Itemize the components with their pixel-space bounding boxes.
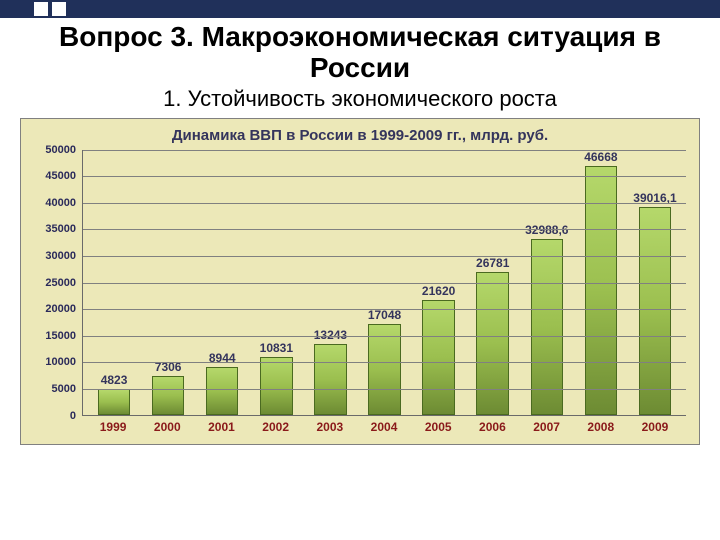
x-tick-label: 2008 <box>574 416 628 440</box>
y-tick-label: 45000 <box>45 170 76 182</box>
chart-container: Динамика ВВП в России в 1999-2009 гг., м… <box>20 118 700 445</box>
y-tick-label: 10000 <box>45 356 76 368</box>
grid-line <box>83 256 686 257</box>
grid-line <box>83 176 686 177</box>
chart-title: Динамика ВВП в России в 1999-2009 гг., м… <box>29 127 691 144</box>
slide-main-title: Вопрос 3. Макроэкономическая ситуация в … <box>10 22 710 84</box>
bar-value-label: 46668 <box>584 150 617 164</box>
y-tick-label: 15000 <box>45 330 76 342</box>
x-tick-label: 2007 <box>520 416 574 440</box>
y-tick-label: 50000 <box>45 144 76 156</box>
y-tick-label: 25000 <box>45 277 76 289</box>
y-tick-label: 20000 <box>45 303 76 315</box>
grid-line <box>83 309 686 310</box>
x-tick-label: 2005 <box>411 416 465 440</box>
y-axis: 0500010000150002000025000300003500040000… <box>30 150 80 416</box>
bar <box>206 367 238 415</box>
grid-line <box>83 150 686 151</box>
slide-sub-title: 1. Устойчивость экономического роста <box>0 86 720 112</box>
x-tick-label: 2000 <box>140 416 194 440</box>
x-tick-label: 2006 <box>465 416 519 440</box>
y-tick-label: 40000 <box>45 197 76 209</box>
bar <box>422 300 454 415</box>
bar <box>314 344 346 414</box>
y-tick-label: 0 <box>70 410 76 422</box>
y-tick-label: 35000 <box>45 223 76 235</box>
x-tick-label: 1999 <box>86 416 140 440</box>
bar <box>98 389 130 415</box>
x-axis: 1999200020012002200320042005200620072008… <box>82 416 686 440</box>
x-tick-label: 2003 <box>303 416 357 440</box>
bar-value-label: 4823 <box>101 373 128 387</box>
plot-area: 4823730689441083113243170482162026781329… <box>82 150 686 416</box>
x-tick-label: 2004 <box>357 416 411 440</box>
y-tick-label: 5000 <box>52 383 76 395</box>
x-tick-label: 2009 <box>628 416 682 440</box>
grid-line <box>83 283 686 284</box>
bar <box>260 357 292 415</box>
bar-value-label: 26781 <box>476 256 509 270</box>
bar-value-label: 10831 <box>260 341 293 355</box>
bar-value-label: 21620 <box>422 284 455 298</box>
x-tick-label: 2001 <box>194 416 248 440</box>
grid-line <box>83 229 686 230</box>
y-tick-label: 30000 <box>45 250 76 262</box>
top-stripe <box>0 0 720 18</box>
stripe-square <box>34 2 48 16</box>
grid-line <box>83 362 686 363</box>
bar <box>476 272 508 414</box>
grid-line <box>83 389 686 390</box>
stripe-square <box>52 2 66 16</box>
bar <box>368 324 400 415</box>
bar <box>639 207 671 415</box>
bar <box>152 376 184 415</box>
chart-plot: 0 5000 10000 15000 20000 25000 30000 35000 40000… <box>30 150 690 440</box>
grid-line <box>83 336 686 337</box>
x-tick-label: 2002 <box>249 416 303 440</box>
grid-line <box>83 203 686 204</box>
